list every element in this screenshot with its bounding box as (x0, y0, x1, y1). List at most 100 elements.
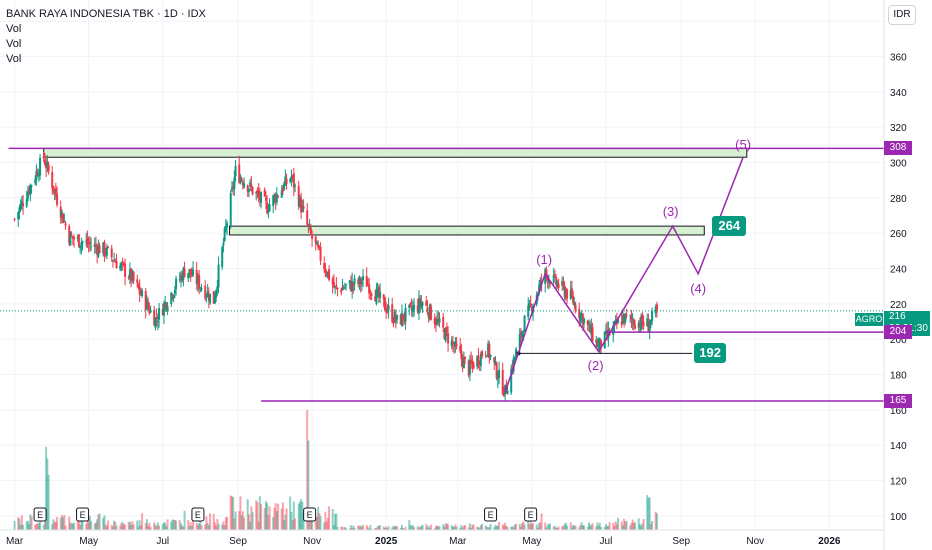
volume-bar (450, 525, 453, 530)
candle-down (349, 281, 352, 291)
candle-down (110, 248, 113, 258)
volume-bar (332, 524, 335, 530)
volume-bar (18, 518, 21, 530)
candle-down (323, 263, 326, 270)
candle-up (173, 289, 176, 294)
volume-bar (256, 502, 259, 530)
resistance-zones[interactable] (43, 147, 748, 236)
time-tick-label: Jul (600, 536, 613, 547)
volume-bar (444, 523, 447, 530)
volume-bar (370, 528, 373, 530)
candle-down (340, 289, 343, 293)
volume-bar (583, 525, 586, 530)
wave-label-3: (3) (662, 204, 679, 220)
candle-up (80, 242, 83, 247)
candle-up (275, 193, 278, 203)
volume-bar (608, 522, 611, 530)
candle-down (634, 325, 637, 329)
target-callout-264[interactable]: 264 (712, 216, 747, 237)
candle-down (42, 155, 45, 159)
candle-down (264, 197, 267, 201)
candle-up (504, 384, 507, 395)
candle-up (396, 315, 399, 320)
candle-up (341, 287, 344, 291)
candle-up (192, 269, 195, 275)
time-tick-label: 2025 (375, 536, 398, 547)
volume-bar (394, 525, 397, 530)
volume-bar (377, 525, 380, 530)
volume-bar (300, 499, 303, 530)
candle-down (51, 172, 54, 189)
candle-down (445, 327, 448, 332)
candle-down (148, 307, 151, 314)
candle-down (425, 301, 428, 306)
volume-bar (375, 528, 378, 530)
volume-bar (539, 522, 542, 530)
candle-up (93, 244, 96, 247)
symbol-title[interactable]: BANK RAYA INDONESIA TBK · 1D · IDX (6, 8, 206, 20)
candle-up (131, 272, 134, 281)
level-label-165: 165 (884, 394, 912, 409)
volume-bar (400, 524, 403, 530)
candle-down (368, 284, 371, 294)
candle-up (617, 319, 620, 324)
candle-down (392, 321, 395, 323)
candle-up (234, 166, 237, 177)
volume-bar (257, 521, 260, 530)
volume-bar (272, 517, 275, 530)
candle-down (300, 198, 303, 213)
volume-bar (47, 474, 50, 530)
volume-legend-row[interactable]: Vol (6, 53, 22, 65)
volume-bar (161, 524, 164, 530)
volume-bar (621, 525, 624, 530)
volume-bar (549, 523, 552, 530)
volume-bar (215, 525, 218, 530)
candle-up (496, 379, 499, 381)
volume-bar (562, 525, 565, 530)
volume-bar (240, 515, 243, 530)
candle-down (591, 327, 594, 342)
horizontal-levels[interactable] (0, 147, 884, 402)
volume-bar (340, 526, 343, 530)
candle-up (462, 357, 465, 369)
candle-up (556, 283, 559, 287)
resistance-zone (43, 147, 748, 158)
candle-down (104, 253, 107, 255)
volume-bar (30, 516, 33, 530)
candle-up (217, 264, 220, 288)
candle-up (510, 368, 513, 393)
candle-down (655, 304, 658, 311)
volume-bar (166, 519, 169, 530)
volume-bar (447, 524, 450, 530)
volume-bar (443, 526, 446, 530)
volume-bar (359, 525, 362, 530)
candle-down (467, 360, 470, 376)
candle-up (580, 315, 583, 317)
volume-bar (379, 525, 382, 530)
candle-up (102, 242, 105, 254)
candle-up (494, 361, 497, 365)
elliott-wave-path[interactable] (504, 156, 744, 393)
candle-up (113, 260, 116, 262)
candle-down (132, 271, 135, 281)
volume-bar (25, 521, 28, 530)
volume-legend-row[interactable]: Vol (6, 23, 22, 35)
currency-button[interactable]: IDR (888, 5, 916, 25)
candle-up (523, 315, 526, 333)
volume-bar (318, 512, 321, 530)
candle-up (515, 349, 518, 358)
candle-down (484, 354, 487, 356)
volume-bar (292, 501, 295, 530)
candle-up (438, 318, 441, 323)
support-callout-192[interactable]: 192 (694, 343, 727, 364)
candle-down (545, 269, 548, 276)
candle-up (360, 282, 363, 284)
volume-legend-row[interactable]: Vol (6, 38, 22, 50)
volume-bar (258, 496, 261, 530)
volume-bar (640, 526, 643, 530)
volume-bar (564, 522, 567, 530)
volume-bar (154, 524, 157, 530)
